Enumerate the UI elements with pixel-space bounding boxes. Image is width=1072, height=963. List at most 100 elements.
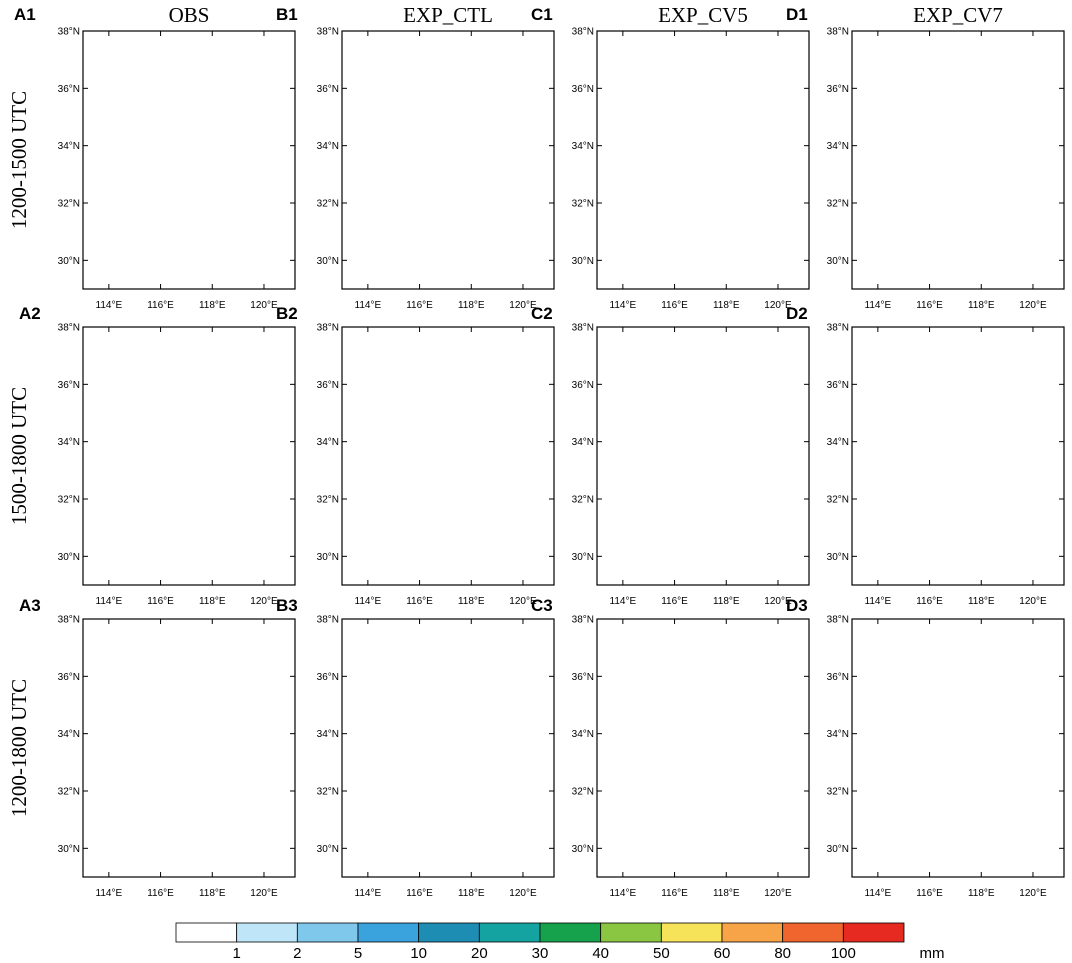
map-panels: 38°N 36°N 34°N 32°N 30°N 114°E 116°E 118°E 120°E… xyxy=(14,5,1065,899)
lat-tick-label: 32°N xyxy=(827,199,849,210)
panel-label: A2 xyxy=(19,304,41,323)
lon-tick-label: 118°E xyxy=(968,300,995,311)
lon-tick-label: 118°E xyxy=(458,300,485,311)
colorbar-level-label: 20 xyxy=(471,945,488,962)
colorbar-level-label: 5 xyxy=(354,945,362,962)
lat-tick-label: 32°N xyxy=(317,787,339,798)
lon-tick-label: 120°E xyxy=(764,888,792,899)
lon-tick-label: 120°E xyxy=(1019,888,1047,899)
lat-tick-label: 36°N xyxy=(317,672,339,683)
lat-tick-label: 34°N xyxy=(572,141,594,152)
row-title: 1200-1800 UTC xyxy=(7,679,31,817)
map-panel-d2: 38°N 36°N 34°N 32°N 30°N 114°E 116°E 118°E 120°E… xyxy=(786,304,1065,607)
lon-tick-label: 120°E xyxy=(250,596,278,607)
lon-tick-label: 116°E xyxy=(147,300,174,311)
lat-tick-label: 30°N xyxy=(572,844,594,855)
colorbar-level-label: 40 xyxy=(592,945,609,962)
map-frame xyxy=(82,618,296,878)
lon-tick-label: 118°E xyxy=(199,596,226,607)
lat-tick-label: 34°N xyxy=(827,729,849,740)
lat-tick-label: 32°N xyxy=(317,199,339,210)
lat-tick-label: 34°N xyxy=(317,437,339,448)
lat-tick-label: 36°N xyxy=(317,380,339,391)
map-frame xyxy=(596,326,810,586)
lat-tick-label: 36°N xyxy=(827,84,849,95)
map-panel-d1: 38°N 36°N 34°N 32°N 30°N 114°E 116°E 118°E 120°E… xyxy=(786,5,1065,311)
lat-tick-label: 32°N xyxy=(317,495,339,506)
lon-tick-label: 114°E xyxy=(865,888,892,899)
lat-tick-label: 30°N xyxy=(58,844,80,855)
lon-tick-label: 114°E xyxy=(96,300,123,311)
map-panel-a3: 38°N 36°N 34°N 32°N 30°N 114°E 116°E 118°E 120°E… xyxy=(19,596,296,899)
lon-tick-label: 114°E xyxy=(610,888,637,899)
map-panel-b1: 38°N 36°N 34°N 32°N 30°N 114°E 116°E 118°E 120°E… xyxy=(276,5,555,311)
lat-tick-label: 32°N xyxy=(572,199,594,210)
lat-tick-label: 30°N xyxy=(317,844,339,855)
figure-titles: OBS EXP_CTL EXP_CV5 EXP_CV7 1200-1500 UTC 150… xyxy=(7,3,1003,817)
lat-tick-label: 38°N xyxy=(572,323,594,334)
map-panel-b2: 38°N 36°N 34°N 32°N 30°N 114°E 116°E 118°E 120°E… xyxy=(276,304,555,607)
colorbar-level-label: 2 xyxy=(293,945,301,962)
map-frame xyxy=(596,30,810,290)
lon-tick-label: 120°E xyxy=(509,596,537,607)
lon-tick-label: 114°E xyxy=(96,888,123,899)
row-title: 1500-1800 UTC xyxy=(7,387,31,525)
lon-tick-label: 120°E xyxy=(1019,300,1047,311)
colorbar-swatch xyxy=(478,922,541,943)
map-panel-d3: 38°N 36°N 34°N 32°N 30°N 114°E 116°E 118°E 120°E… xyxy=(786,596,1065,899)
colorbar-level-label: 30 xyxy=(532,945,549,962)
column-title: EXP_CV5 xyxy=(658,3,748,27)
lat-tick-label: 34°N xyxy=(827,437,849,448)
colorbar-swatch xyxy=(600,922,662,943)
lat-tick-label: 32°N xyxy=(572,495,594,506)
lat-tick-label: 34°N xyxy=(317,141,339,152)
panel-label: A3 xyxy=(19,596,41,615)
lon-tick-label: 118°E xyxy=(968,888,995,899)
map-panel-b3: 38°N 36°N 34°N 32°N 30°N 114°E 116°E 118°E 120°E… xyxy=(276,596,555,899)
lat-tick-label: 38°N xyxy=(317,615,339,626)
map-panel-c3: 38°N 36°N 34°N 32°N 30°N 114°E 116°E 118°E 120°E… xyxy=(531,596,810,899)
lat-tick-label: 36°N xyxy=(58,672,80,683)
colorbar-swatch xyxy=(842,922,905,943)
map-frame xyxy=(851,326,1065,586)
lat-tick-label: 36°N xyxy=(317,84,339,95)
lat-tick-label: 32°N xyxy=(58,787,80,798)
lon-tick-label: 116°E xyxy=(406,596,433,607)
colorbar-level-label: 100 xyxy=(831,945,856,962)
lon-tick-label: 118°E xyxy=(199,888,226,899)
lon-tick-label: 120°E xyxy=(509,300,537,311)
lat-tick-label: 30°N xyxy=(827,256,849,267)
colorbar-level-label: 80 xyxy=(774,945,791,962)
lon-tick-label: 118°E xyxy=(968,596,995,607)
lon-tick-label: 116°E xyxy=(661,596,688,607)
lat-tick-label: 30°N xyxy=(572,256,594,267)
panel-label: B1 xyxy=(276,5,298,24)
map-frame xyxy=(82,326,296,586)
lon-tick-label: 116°E xyxy=(916,596,943,607)
panel-label: A1 xyxy=(14,5,36,24)
lat-tick-label: 38°N xyxy=(58,323,80,334)
colorbar-level-label: 10 xyxy=(410,945,427,962)
colorbar-swatch xyxy=(539,922,602,943)
lon-tick-label: 114°E xyxy=(355,596,382,607)
colorbar-swatch xyxy=(660,922,723,943)
lat-tick-label: 32°N xyxy=(827,495,849,506)
colorbar-level-label: 1 xyxy=(232,945,240,962)
lon-tick-label: 114°E xyxy=(355,888,382,899)
colorbar-swatch xyxy=(357,922,420,943)
panel-label: B3 xyxy=(276,596,298,615)
panel-label: C2 xyxy=(531,304,553,323)
lat-tick-label: 38°N xyxy=(572,27,594,38)
lon-tick-label: 114°E xyxy=(610,596,637,607)
colorbar-unit: mm xyxy=(920,945,945,962)
colorbar-level-label: 60 xyxy=(714,945,731,962)
lon-tick-label: 114°E xyxy=(355,300,382,311)
lon-tick-label: 116°E xyxy=(916,888,943,899)
map-panel-c1: 38°N 36°N 34°N 32°N 30°N 114°E 116°E 118°E 120°E… xyxy=(531,5,810,311)
lat-tick-label: 30°N xyxy=(58,256,80,267)
lon-tick-label: 120°E xyxy=(1019,596,1047,607)
lat-tick-label: 38°N xyxy=(827,27,849,38)
lon-tick-label: 114°E xyxy=(96,596,123,607)
map-frame xyxy=(851,618,1065,878)
colorbar-level-label: 50 xyxy=(653,945,670,962)
